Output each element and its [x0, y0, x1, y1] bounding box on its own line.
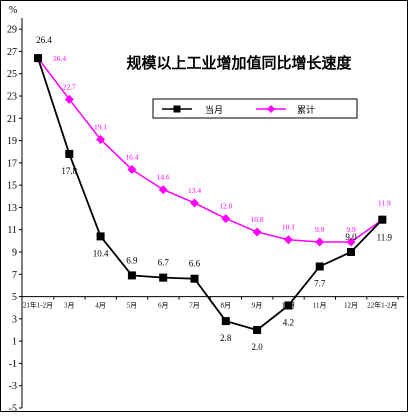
data-label-monthly: 2.8 [220, 333, 232, 343]
x-tick-label: 22年1-2月 [367, 301, 397, 310]
data-point-cumulative [190, 198, 199, 208]
x-tick-label: 8月 [221, 302, 232, 310]
data-label-monthly: 9.0 [345, 232, 357, 242]
data-label-monthly: 10.4 [93, 248, 109, 258]
y-tick-label: 13 [7, 203, 17, 214]
data-point-cumulative [127, 165, 137, 175]
data-label-cumulative: 19.1 [94, 122, 107, 131]
data-label-cumulative: 10.8 [251, 215, 264, 224]
y-tick-label: 17 [7, 158, 17, 169]
data-point-monthly [378, 215, 387, 224]
data-label-monthly: 7.7 [314, 278, 326, 288]
data-point-monthly [159, 273, 168, 282]
legend: 当月 累计 [152, 98, 358, 119]
data-label-cumulative: 9.9 [315, 225, 325, 234]
data-point-cumulative [346, 237, 356, 247]
data-label-cumulative: 11.9 [378, 199, 391, 208]
legend-marker-monthly [173, 105, 181, 113]
y-tick-label: 21 [7, 114, 17, 125]
data-label-monthly: 6.6 [189, 259, 201, 269]
x-tick-label: 5月 [127, 302, 138, 310]
data-label-cumulative: 12.0 [219, 202, 232, 211]
series-layer: 26.4 17.8 10.4 6.9 6.7 6.6 2.8 2.0 4.2 7.7 9.0 11.9… [33, 35, 393, 352]
data-point-monthly [127, 271, 136, 280]
x-tick-label: 12月 [344, 302, 358, 310]
chart-title: 规模以上工业增加值同比增长速度 [126, 54, 352, 72]
data-label-cumulative: 16.4 [125, 153, 138, 162]
legend-label-monthly: 当月 [205, 104, 223, 115]
y-tick-label: 25 [7, 69, 17, 80]
data-point-monthly [347, 248, 355, 256]
y-tick-label: 15 [7, 181, 17, 192]
series-line-monthly [37, 57, 383, 331]
y-tick-label: 9 [12, 248, 17, 259]
y-tick-label: -5 [9, 404, 17, 413]
y-tick-label: 19 [7, 136, 17, 147]
data-label-cumulative: 22.7 [63, 82, 76, 91]
legend-marker-cumulative [267, 105, 275, 113]
y-tick-label: -3 [9, 381, 17, 392]
y-tick-label: 29 [7, 25, 17, 36]
y-tick-label: 7 [12, 270, 17, 281]
data-point-monthly [96, 232, 105, 241]
data-point-cumulative [158, 185, 168, 195]
y-tick-label: 1 [12, 337, 17, 348]
data-label-cumulative: 13.4 [188, 186, 201, 195]
data-label-monthly: 26.4 [36, 35, 52, 45]
data-label-cumulative: 14.6 [157, 173, 170, 182]
y-axis-unit: % [9, 5, 17, 16]
data-point-cumulative [64, 94, 74, 104]
y-tick-label: 23 [7, 92, 17, 103]
data-point-monthly [253, 326, 262, 334]
series-line-cumulative [37, 57, 383, 243]
data-point-monthly [34, 54, 42, 63]
data-point-monthly [221, 317, 230, 326]
data-label-monthly: 6.9 [126, 255, 138, 265]
y-tick-label: 5 [12, 292, 17, 303]
legend-box [152, 98, 358, 119]
data-label-cumulative: 26.4 [53, 54, 66, 63]
data-label-cumulative: 10.1 [282, 223, 295, 232]
y-tick-label: 11 [7, 225, 17, 236]
data-label-monthly: 4.2 [283, 317, 294, 327]
y-tick-label: -1 [9, 359, 17, 370]
x-tick-label: 7月 [189, 302, 200, 310]
x-tick-label: 4月 [95, 302, 106, 310]
data-point-monthly [65, 149, 74, 158]
y-tick-label: 27 [7, 47, 17, 58]
x-tick-label: 21年1-2月 [23, 301, 53, 310]
data-label-monthly: 6.7 [158, 258, 170, 268]
data-label-monthly: 17.8 [61, 166, 77, 176]
data-label-monthly: 11.9 [377, 233, 393, 243]
legend-label-cumulative: 累计 [297, 104, 315, 115]
x-tick-label: 6月 [158, 302, 169, 310]
data-label-cumulative: 9.9 [346, 225, 356, 234]
data-point-monthly [190, 274, 199, 283]
data-point-cumulative [283, 235, 293, 245]
data-point-cumulative [96, 134, 106, 144]
x-tick-label: 3月 [64, 302, 75, 310]
data-point-monthly [315, 262, 324, 271]
x-tick-label: 11月 [313, 302, 327, 310]
data-point-cumulative [221, 214, 231, 224]
data-point-cumulative [252, 227, 262, 237]
data-label-monthly: 2.0 [251, 342, 263, 352]
data-point-cumulative [315, 237, 325, 247]
data-point-monthly [284, 301, 293, 310]
y-tick-label: 3 [12, 314, 17, 325]
x-tick-label: 9月 [252, 302, 263, 310]
